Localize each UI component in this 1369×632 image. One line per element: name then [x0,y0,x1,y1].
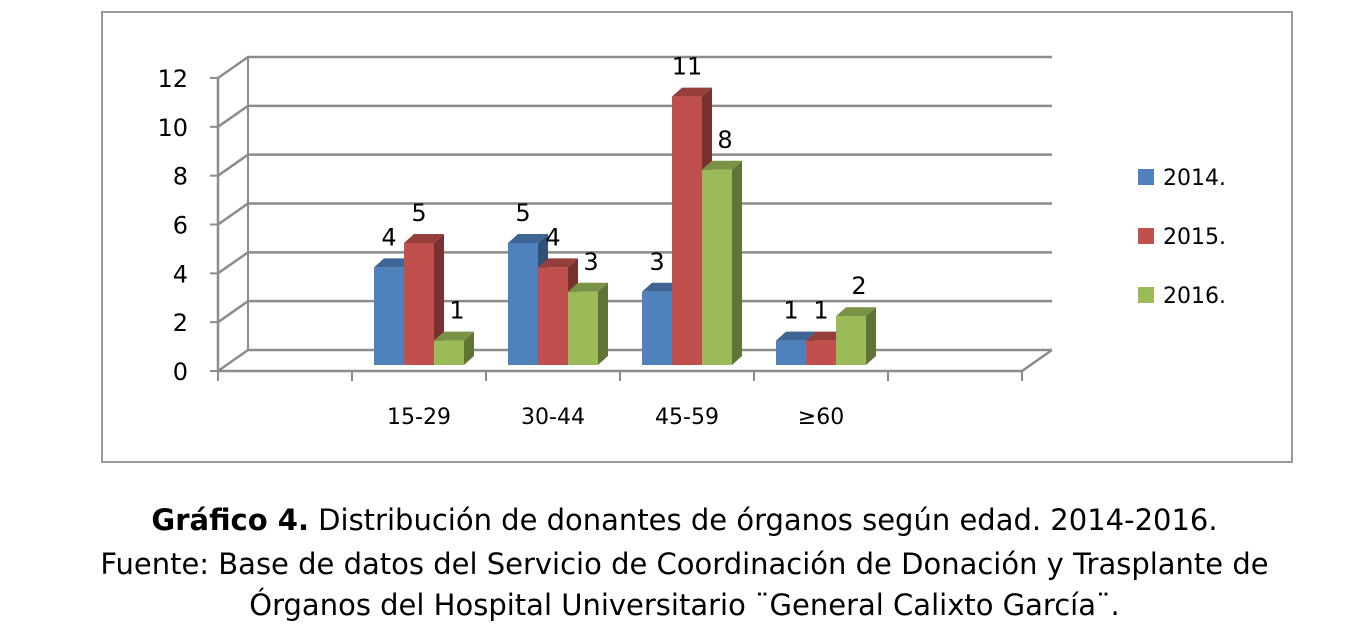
x-tick-label: 45-59 [655,405,719,430]
caption-line-1: Gráfico 4. Distribución de donantes de ó… [0,500,1369,540]
bar-side [866,307,876,365]
caption-line-3: Órganos del Hospital Universitario ¨Gene… [249,588,1120,622]
y-tick-label: 8 [173,163,188,191]
bar [538,267,568,365]
x-tick-label: 30-44 [521,405,585,430]
y-tick-label: 4 [173,260,188,288]
bar-side [598,282,608,365]
bar-top [776,331,816,341]
legend-swatch [1138,287,1154,303]
legend-label: 2014. [1163,166,1226,191]
data-label: 5 [515,199,530,227]
bar [508,243,538,365]
legend-label: 2015. [1163,225,1226,250]
bar-side [434,234,444,365]
bar-side [464,331,474,365]
y-tick-label: 2 [173,309,188,337]
bar-top [538,258,578,268]
caption-line-2: Fuente: Base de datos del Servicio de Co… [100,547,1269,581]
data-label: 2 [851,272,866,300]
legend-swatch [1138,169,1154,185]
data-label: 3 [583,248,598,276]
bar [702,169,732,365]
bar [434,340,464,365]
legend-label: 2016. [1163,284,1226,309]
y-tick-label: 0 [173,358,188,386]
bar [374,267,404,365]
bar-side [732,160,742,365]
data-label: 3 [649,248,664,276]
data-label: 8 [717,126,732,154]
data-label: 1 [783,297,798,325]
bar-top [508,234,548,243]
bar-top [568,282,608,292]
bar-top [672,87,712,97]
data-label: 5 [411,199,426,227]
bar [672,96,702,365]
data-label: 1 [449,297,464,325]
bar [836,316,866,365]
bar [568,291,598,365]
data-label: 4 [381,223,396,251]
x-tick-label: 15-29 [387,405,451,430]
caption-title: Distribución de donantes de órganos segú… [308,503,1218,537]
bar [806,340,836,365]
bar [404,243,434,365]
y-tick-label: 6 [173,212,188,240]
bar-top [836,307,876,317]
x-tick-label: ≥60 [798,405,844,430]
bar-top [434,331,474,341]
y-tick-label: 12 [157,65,188,93]
data-label: 4 [545,223,560,251]
legend-swatch [1138,228,1154,244]
caption-label: Gráfico 4. [151,503,309,537]
bar [642,291,672,365]
data-label: 11 [672,53,703,81]
bar [776,340,806,365]
y-tick-label: 10 [157,114,188,142]
bar-top [702,160,742,170]
bar-top [404,234,444,243]
data-label: 1 [813,297,828,325]
